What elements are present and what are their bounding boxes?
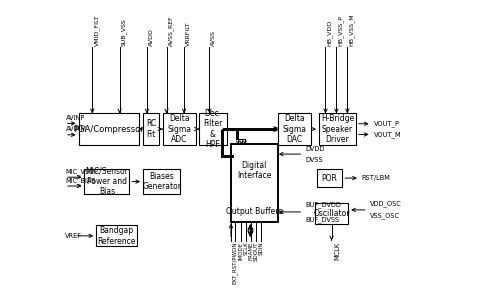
Text: FRAME: FRAME [248,242,254,260]
Bar [143,169,180,194]
Text: MIC/Sensor
Power and
Bias: MIC/Sensor Power and Bias [86,167,129,196]
Bar [315,203,348,224]
Text: Delta
Sigma
ADC: Delta Sigma ADC [167,114,191,144]
Text: POR: POR [322,174,338,183]
Text: MIC_VSUP: MIC_VSUP [66,168,99,175]
Text: SUB_VSS: SUB_VSS [121,18,127,46]
Text: AVINP: AVINP [66,115,85,121]
Bar [231,144,278,222]
Bar [319,113,356,145]
Text: DVDD: DVDD [305,145,325,152]
Bar [278,113,311,145]
Text: Oscillator: Oscillator [313,209,350,218]
Text: VDD_OSC: VDD_OSC [369,201,402,207]
Text: MIC_BIAS: MIC_BIAS [66,177,96,184]
Text: VSS_OSC: VSS_OSC [369,212,400,219]
Bar [233,145,276,196]
Text: VRRFILT: VRRFILT [185,21,191,46]
Text: IMODE: IMODE [238,242,243,260]
Text: SCLK: SCLK [243,242,248,255]
Text: AVDD: AVDD [149,28,154,46]
Bar [85,169,130,194]
Text: DVSS: DVSS [305,157,323,163]
Text: SDIN: SDIN [259,242,264,255]
Text: PGA/Compressor: PGA/Compressor [74,125,144,134]
Text: Bandgap
Reference: Bandgap Reference [97,226,136,245]
Text: EXT_RST/PWDN: EXT_RST/PWDN [232,242,238,284]
Text: RC
Fit: RC Fit [146,119,156,139]
Text: RST/LBM: RST/LBM [362,175,391,181]
Bar [79,113,139,145]
Text: VMID_FILT: VMID_FILT [94,14,100,46]
Text: Digital
Interface: Digital Interface [237,161,272,180]
Text: BUF_DVSS: BUF_DVSS [305,216,339,222]
Text: VOUT_M: VOUT_M [373,131,401,138]
Text: Output Buffers: Output Buffers [226,208,283,216]
Bar [143,113,159,145]
Text: Delta
Sigma
DAC: Delta Sigma DAC [282,114,306,144]
Text: Biases
Generator: Biases Generator [142,172,181,191]
Text: SDOUT: SDOUT [254,242,259,261]
Text: HB_VSS_P: HB_VSS_P [338,15,344,46]
Text: HB_VDD: HB_VDD [327,20,333,46]
Text: HB_VSS_M: HB_VSS_M [349,13,355,46]
Text: VOUT_P: VOUT_P [373,120,400,127]
Text: AVSS: AVSS [211,30,216,46]
Bar [163,113,196,145]
Text: H-Bridge
Speaker
Driver: H-Bridge Speaker Driver [321,114,354,144]
Bar [317,169,342,187]
Text: MCLK: MCLK [335,242,341,260]
Text: BUF_DVDD: BUF_DVDD [305,201,341,208]
Bar [96,225,137,246]
Bar [233,203,276,221]
Bar [199,113,227,145]
Text: AVINM: AVINM [66,126,87,132]
Text: AVSS_REF: AVSS_REF [168,15,174,46]
Text: VREF: VREF [65,233,82,239]
Text: Dec.
Filter
&
HPF: Dec. Filter & HPF [203,109,223,149]
